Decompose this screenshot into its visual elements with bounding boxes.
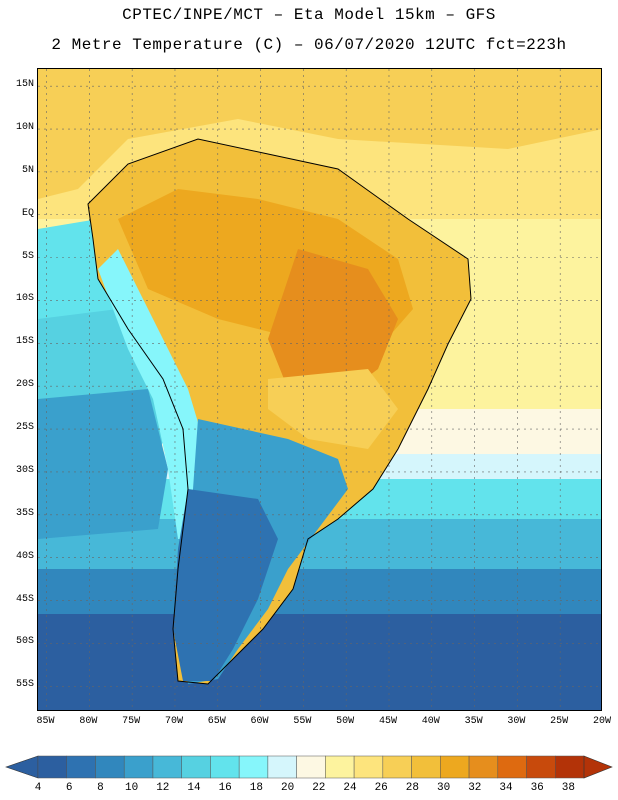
lat-label: 15N <box>15 79 34 91</box>
colorbar-swatch <box>382 755 412 779</box>
graticule <box>38 69 601 710</box>
colorbar-high-arrow <box>583 755 613 779</box>
colorbar-swatch <box>526 755 556 779</box>
temperature-field <box>38 69 601 710</box>
colorbar-swatch <box>37 755 67 779</box>
chart-title-line-1: CPTEC/INPE/MCT – Eta Model 15km – GFS <box>122 6 496 24</box>
central-hot-core <box>268 249 398 399</box>
colorbar-swatch <box>555 755 585 779</box>
colorbar-label: 14 <box>187 782 201 794</box>
colorbar-label: 32 <box>468 782 482 794</box>
lon-label: 50W <box>336 716 355 727</box>
lon-label: 55W <box>293 716 312 727</box>
colorbar-swatch <box>181 755 211 779</box>
chart-title-line-2: 2 Metre Temperature (C) – 06/07/2020 12U… <box>51 36 567 54</box>
band-ocean-8 <box>38 614 601 710</box>
lat-label: 40S <box>15 550 34 562</box>
colorbar-label: 20 <box>280 782 295 794</box>
lon-label: 35W <box>464 716 483 727</box>
lat-label: 35S <box>15 507 34 519</box>
colorbar-swatch <box>296 755 326 779</box>
colorbar-label: 36 <box>530 782 544 794</box>
lat-label: 5N <box>21 164 34 176</box>
coastline <box>87 138 472 685</box>
lon-label: 65W <box>207 716 226 727</box>
lat-label: 10N <box>15 122 34 133</box>
lon-label: 70W <box>164 716 183 727</box>
colorbar-swatch <box>411 755 441 779</box>
colorbar-swatch <box>152 755 182 779</box>
colorbar-swatch <box>353 755 384 779</box>
colorbar-label: 24 <box>343 782 357 794</box>
colorbar-label: 26 <box>374 782 388 794</box>
colorbar-swatch <box>267 755 297 779</box>
patagonia-cold <box>173 489 278 681</box>
lat-label: 10S <box>15 293 34 305</box>
lat-label: 45S <box>15 593 34 605</box>
colorbar-label: 4 <box>34 782 42 794</box>
colorbar-swatch <box>325 755 355 779</box>
colorbar-label: 28 <box>405 782 419 794</box>
lon-label: 40W <box>421 716 440 727</box>
lat-label: 5S <box>21 250 34 262</box>
lon-label: 45W <box>378 716 397 727</box>
caribbean-warm <box>38 69 601 199</box>
colorbar-swatch <box>238 755 269 779</box>
colorbar-label: 16 <box>218 782 232 794</box>
colorbar-label: 10 <box>124 782 139 794</box>
lon-label: 25W <box>550 716 569 727</box>
lon-label: 85W <box>36 716 55 727</box>
colorbar-low-arrow <box>5 755 39 779</box>
colorbar-label: 12 <box>156 782 170 794</box>
colorbar-label: 34 <box>499 782 513 794</box>
pacific-cold-water <box>38 389 168 539</box>
south-cerrado <box>268 369 398 449</box>
colorbar-label: 18 <box>249 782 263 794</box>
colorbar-swatch <box>123 755 154 779</box>
colorbar-swatch <box>210 755 240 779</box>
lon-label: 75W <box>122 716 141 727</box>
colorbar-label: 30 <box>436 782 451 794</box>
temperature-map <box>37 68 602 711</box>
colorbar-label: 8 <box>97 782 104 794</box>
band-ocean-12 <box>38 569 601 614</box>
colorbar-label: 6 <box>65 782 73 794</box>
lon-label: 30W <box>507 716 526 727</box>
lat-label: 55S <box>15 679 34 691</box>
lat-label: 50S <box>15 636 34 648</box>
lat-label: EQ <box>21 207 34 219</box>
lon-label: 20W <box>592 716 612 727</box>
colorbar-swatch <box>440 755 470 779</box>
lat-label: 20S <box>15 379 34 391</box>
colorbar-swatch <box>66 755 96 779</box>
lat-label: 30S <box>15 464 34 476</box>
colorbar-label: 22 <box>312 782 326 794</box>
colorbar-swatch <box>497 755 527 779</box>
colorbar-label: 38 <box>561 782 575 794</box>
lon-label: 60W <box>250 716 269 727</box>
lat-label: 25S <box>15 422 34 434</box>
lon-label: 80W <box>79 716 98 727</box>
lat-label: 15S <box>15 336 34 348</box>
colorbar-swatch <box>468 755 499 779</box>
colorbar-swatch <box>95 755 125 779</box>
andes-cold <box>98 249 203 539</box>
colorbar <box>5 755 613 779</box>
